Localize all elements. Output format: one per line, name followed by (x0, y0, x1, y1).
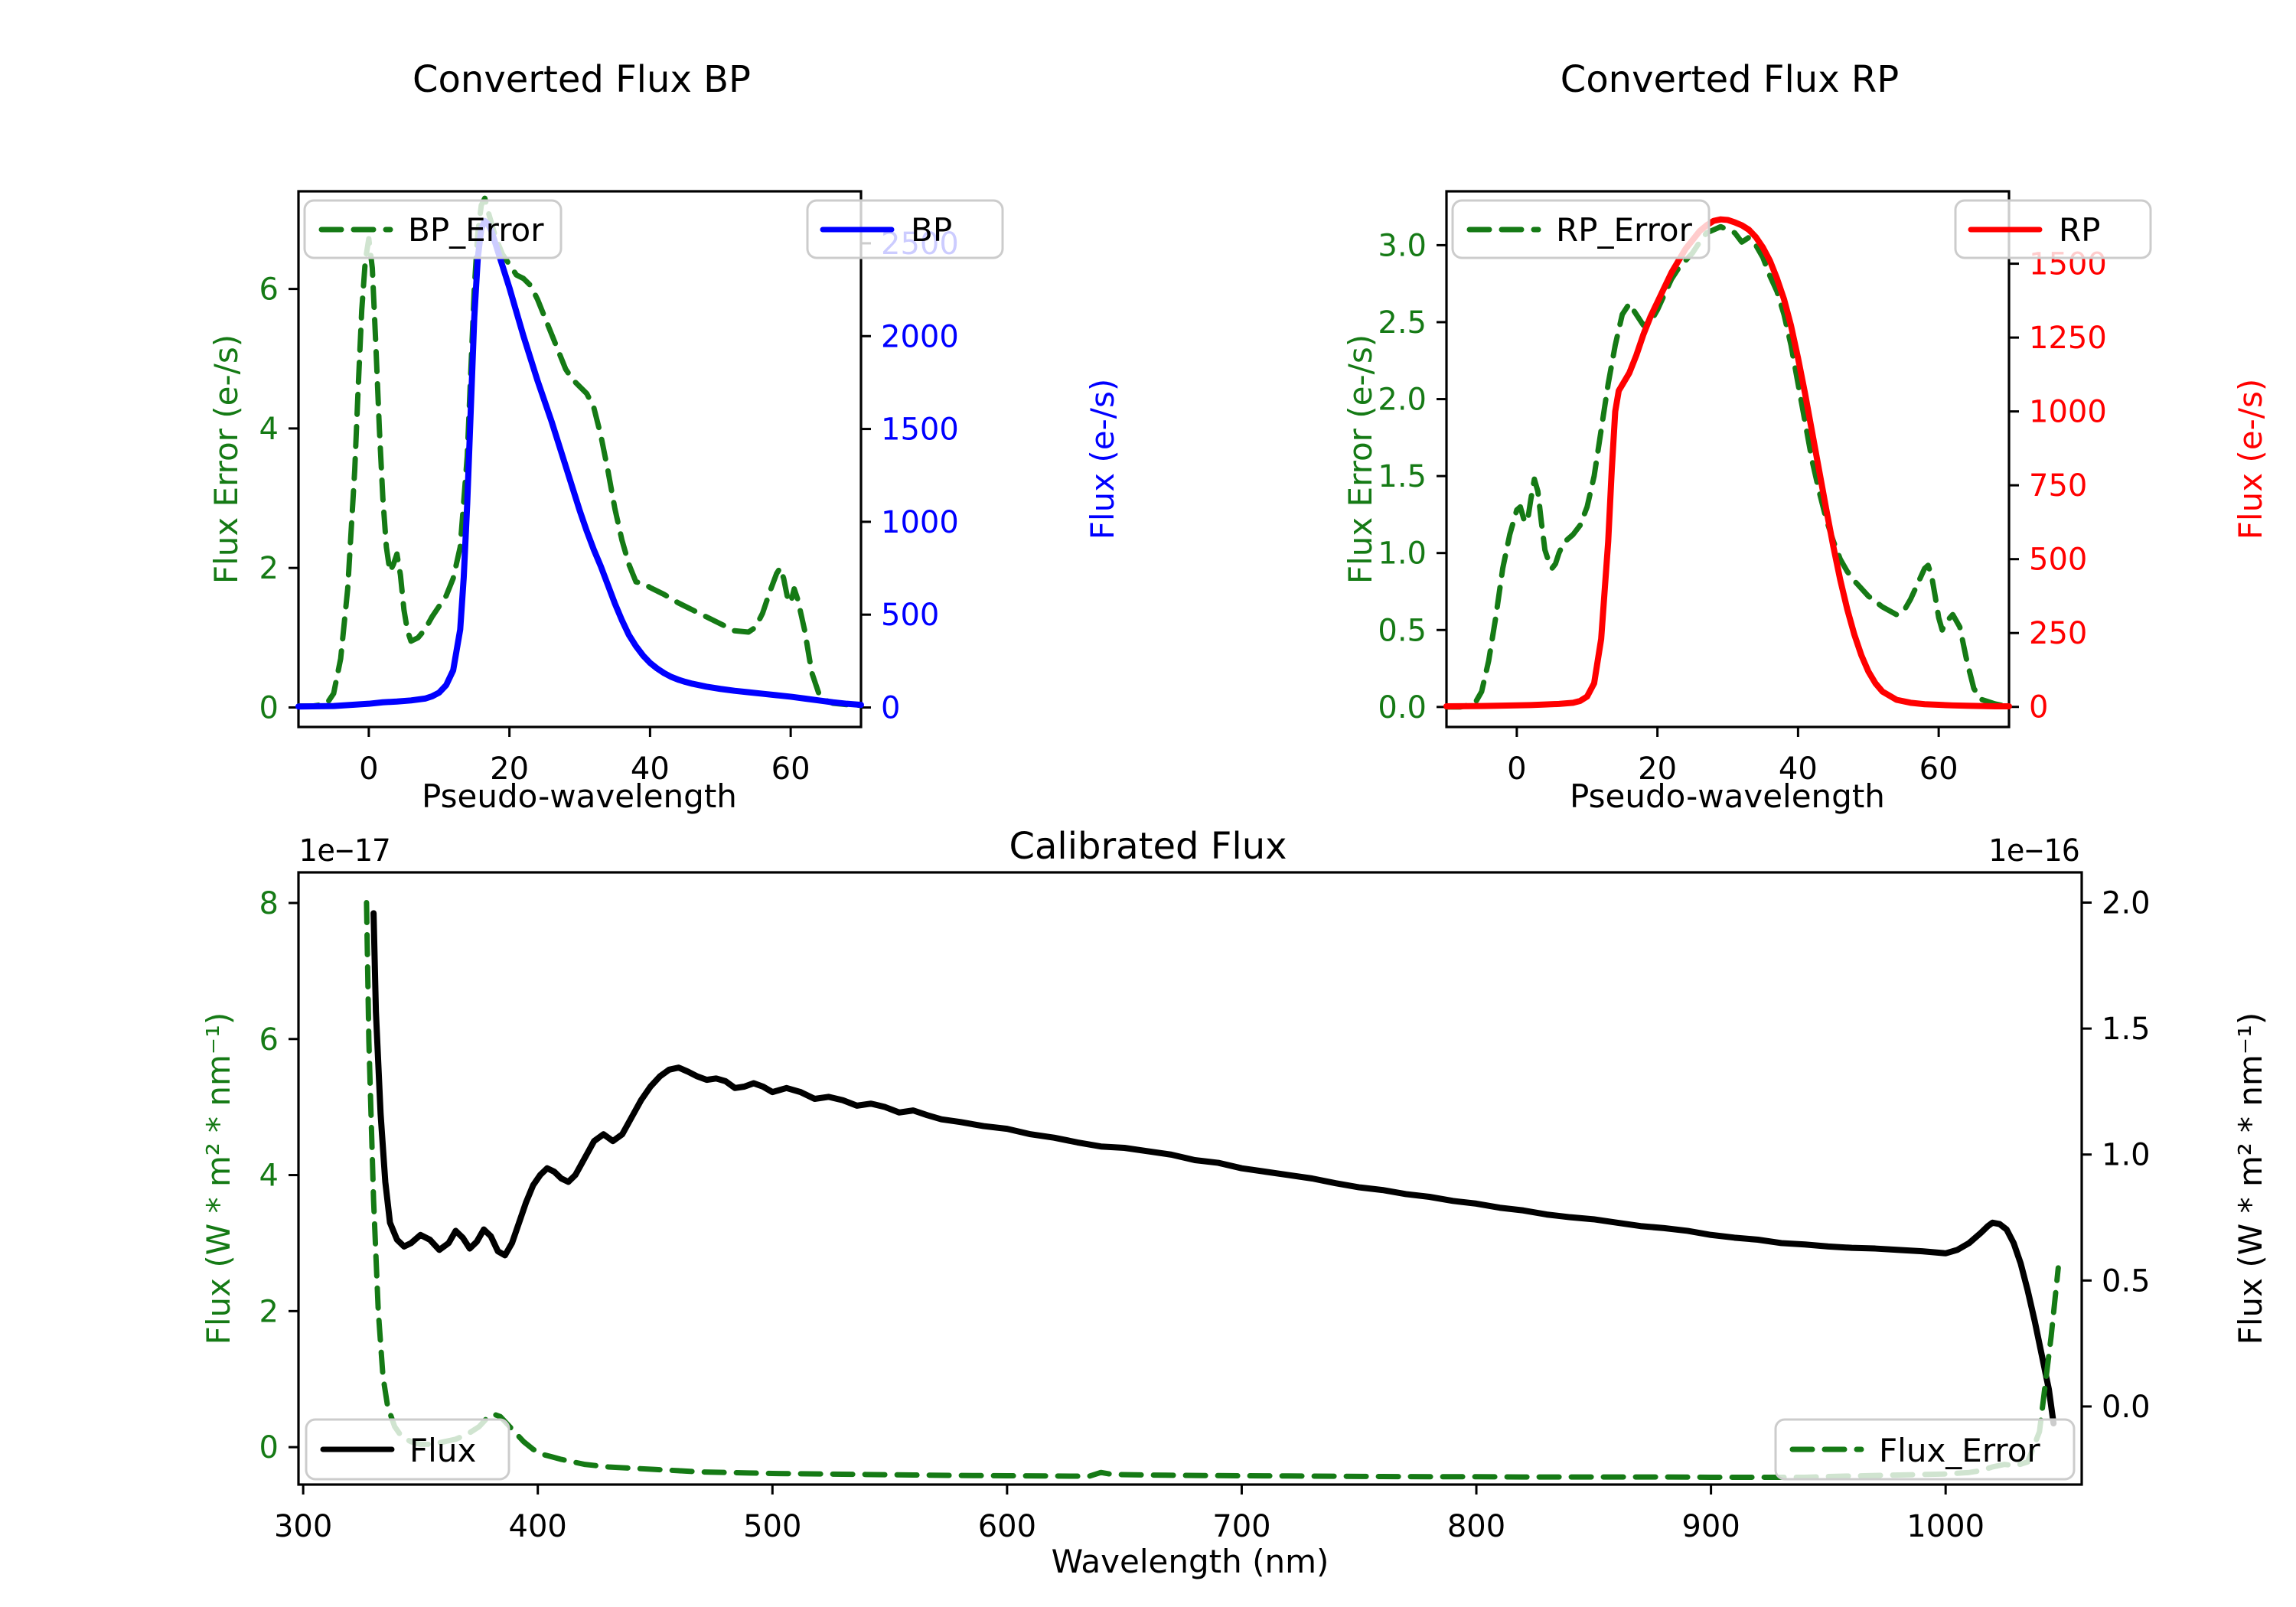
svg-text:0: 0 (1507, 751, 1526, 787)
svg-text:2: 2 (259, 1294, 279, 1329)
svg-text:600: 600 (978, 1509, 1036, 1544)
svg-text:0: 0 (2029, 690, 2048, 725)
svg-text:8: 8 (259, 886, 279, 921)
cal-legend-flux-error[interactable]: Flux_Error (1774, 1418, 2076, 1481)
rp-axes-frame (1445, 190, 2011, 729)
series-flux-error (364, 900, 2061, 1480)
bp-tick-marks (289, 242, 871, 737)
svg-text:900: 900 (1681, 1509, 1740, 1544)
svg-text:1.5: 1.5 (2102, 1012, 2151, 1047)
bp-legend-bp[interactable]: BP (806, 199, 1004, 259)
svg-text:1250: 1250 (2029, 321, 2107, 356)
svg-text:0: 0 (359, 751, 378, 787)
bp-legend-error[interactable]: BP_Error (303, 199, 563, 259)
rp-tick-labels: 0 20 40 60 0.0 0.5 1.0 1.5 2.0 2.5 3.0 0 250 500 750 10… (1378, 228, 2106, 787)
rp-title: Converted Flux RP (1561, 58, 1899, 101)
svg-text:700: 700 (1212, 1509, 1270, 1544)
svg-text:0.0: 0.0 (1378, 690, 1427, 725)
svg-text:1.0: 1.0 (1378, 536, 1427, 572)
cal-tick-marks (289, 901, 2092, 1495)
panel-calibrated-flux: Calibrated Flux 1e−17 1e−16 300 400 500 600… (200, 826, 2269, 1580)
series-flux (370, 910, 2057, 1426)
bp-plot-lines (295, 195, 864, 710)
svg-text:2.0: 2.0 (2102, 886, 2151, 921)
svg-text:500: 500 (881, 598, 939, 633)
bp-xlabel: Pseudo-wavelength (422, 777, 737, 815)
cal-title: Calibrated Flux (1009, 826, 1287, 868)
cal-axes-frame (297, 871, 2083, 1486)
cal-legend-flux-error-label: Flux_Error (1879, 1432, 2040, 1469)
svg-text:60: 60 (771, 751, 810, 787)
series-rp (1443, 216, 2012, 709)
panel-converted-flux-bp: Converted Flux BP 0 20 40 60024605001000150… (207, 58, 1121, 815)
svg-text:500: 500 (2029, 543, 2087, 578)
series-bp-error (295, 195, 864, 709)
bp-ylabel-right: Flux (e-/s) (1084, 379, 1121, 539)
svg-text:1000: 1000 (881, 505, 959, 540)
cal-plot-lines (364, 900, 2061, 1480)
svg-text:1000: 1000 (1906, 1509, 1985, 1544)
svg-text:6: 6 (259, 272, 279, 308)
svg-text:250: 250 (2029, 616, 2087, 651)
rp-plot-lines (1443, 216, 2012, 710)
svg-text:40: 40 (1779, 751, 1818, 787)
bp-title: Converted Flux BP (413, 58, 751, 101)
svg-text:0.5: 0.5 (2102, 1263, 2151, 1299)
svg-text:6: 6 (259, 1022, 279, 1058)
rp-tick-marks (1437, 243, 2019, 737)
svg-text:0.0: 0.0 (2102, 1390, 2151, 1425)
rp-ylabel-left: Flux Error (e-/s) (1342, 334, 1379, 584)
cal-legend-flux-label: Flux (409, 1432, 476, 1469)
cal-offset-left: 1e−17 (298, 833, 390, 869)
svg-text:40: 40 (631, 751, 670, 787)
rp-legend-rp-label: RP (2059, 211, 2101, 249)
svg-text:800: 800 (1447, 1509, 1505, 1544)
rp-legend-rp[interactable]: RP (1954, 199, 2152, 259)
rp-legend-error[interactable]: RP_Error (1451, 199, 1711, 259)
svg-text:3.0: 3.0 (1378, 228, 1427, 263)
svg-text:500: 500 (743, 1509, 801, 1544)
rp-legend-error-label: RP_Error (1556, 211, 1693, 249)
svg-text:2.5: 2.5 (1378, 305, 1427, 341)
cal-offset-right: 1e−16 (1988, 833, 2080, 869)
svg-text:0: 0 (259, 690, 279, 725)
svg-text:750: 750 (2029, 468, 2087, 504)
bp-ylabel-left: Flux Error (e-/s) (207, 334, 245, 584)
svg-text:20: 20 (490, 751, 529, 787)
svg-text:2.0: 2.0 (1378, 383, 1427, 418)
cal-ylabel-left: Flux (W * m² * nm⁻¹) (200, 1012, 237, 1345)
rp-xlabel: Pseudo-wavelength (1570, 777, 1885, 815)
svg-text:1.0: 1.0 (2102, 1138, 2151, 1173)
cal-ylabel-right: Flux (W * m² * nm⁻¹) (2232, 1012, 2269, 1345)
svg-text:0: 0 (881, 691, 900, 726)
panel-converted-flux-rp: Converted Flux RP 0 20 40 60 0.0 0.5 1.0 1.5 2.0… (1342, 58, 2269, 815)
bp-legend-bp-label: BP (911, 211, 952, 249)
svg-text:300: 300 (274, 1509, 332, 1544)
svg-text:1.5: 1.5 (1378, 459, 1427, 494)
svg-text:2000: 2000 (881, 319, 959, 354)
svg-text:0: 0 (259, 1430, 279, 1465)
series-bp (295, 217, 864, 710)
cal-legend-flux[interactable]: Flux (305, 1418, 510, 1481)
series-rp-error (1443, 223, 2012, 710)
svg-text:1500: 1500 (881, 412, 959, 448)
cal-xlabel: Wavelength (nm) (1052, 1543, 1329, 1580)
svg-text:4: 4 (259, 412, 279, 447)
svg-text:0.5: 0.5 (1378, 613, 1427, 648)
bp-legend-error-label: BP_Error (408, 211, 544, 249)
bp-axes-frame (297, 190, 863, 729)
svg-text:400: 400 (509, 1509, 567, 1544)
cal-tick-labels: 300 400 500 600 700 800 900 1000 0 2 4 6 8 0.0 0.5 1.0 1… (259, 886, 2151, 1544)
rp-ylabel-right: Flux (e-/s) (2232, 379, 2269, 539)
svg-text:2: 2 (259, 551, 279, 586)
svg-text:20: 20 (1638, 751, 1677, 787)
svg-text:4: 4 (259, 1159, 279, 1194)
svg-text:60: 60 (1919, 751, 1958, 787)
svg-text:1000: 1000 (2029, 395, 2107, 430)
